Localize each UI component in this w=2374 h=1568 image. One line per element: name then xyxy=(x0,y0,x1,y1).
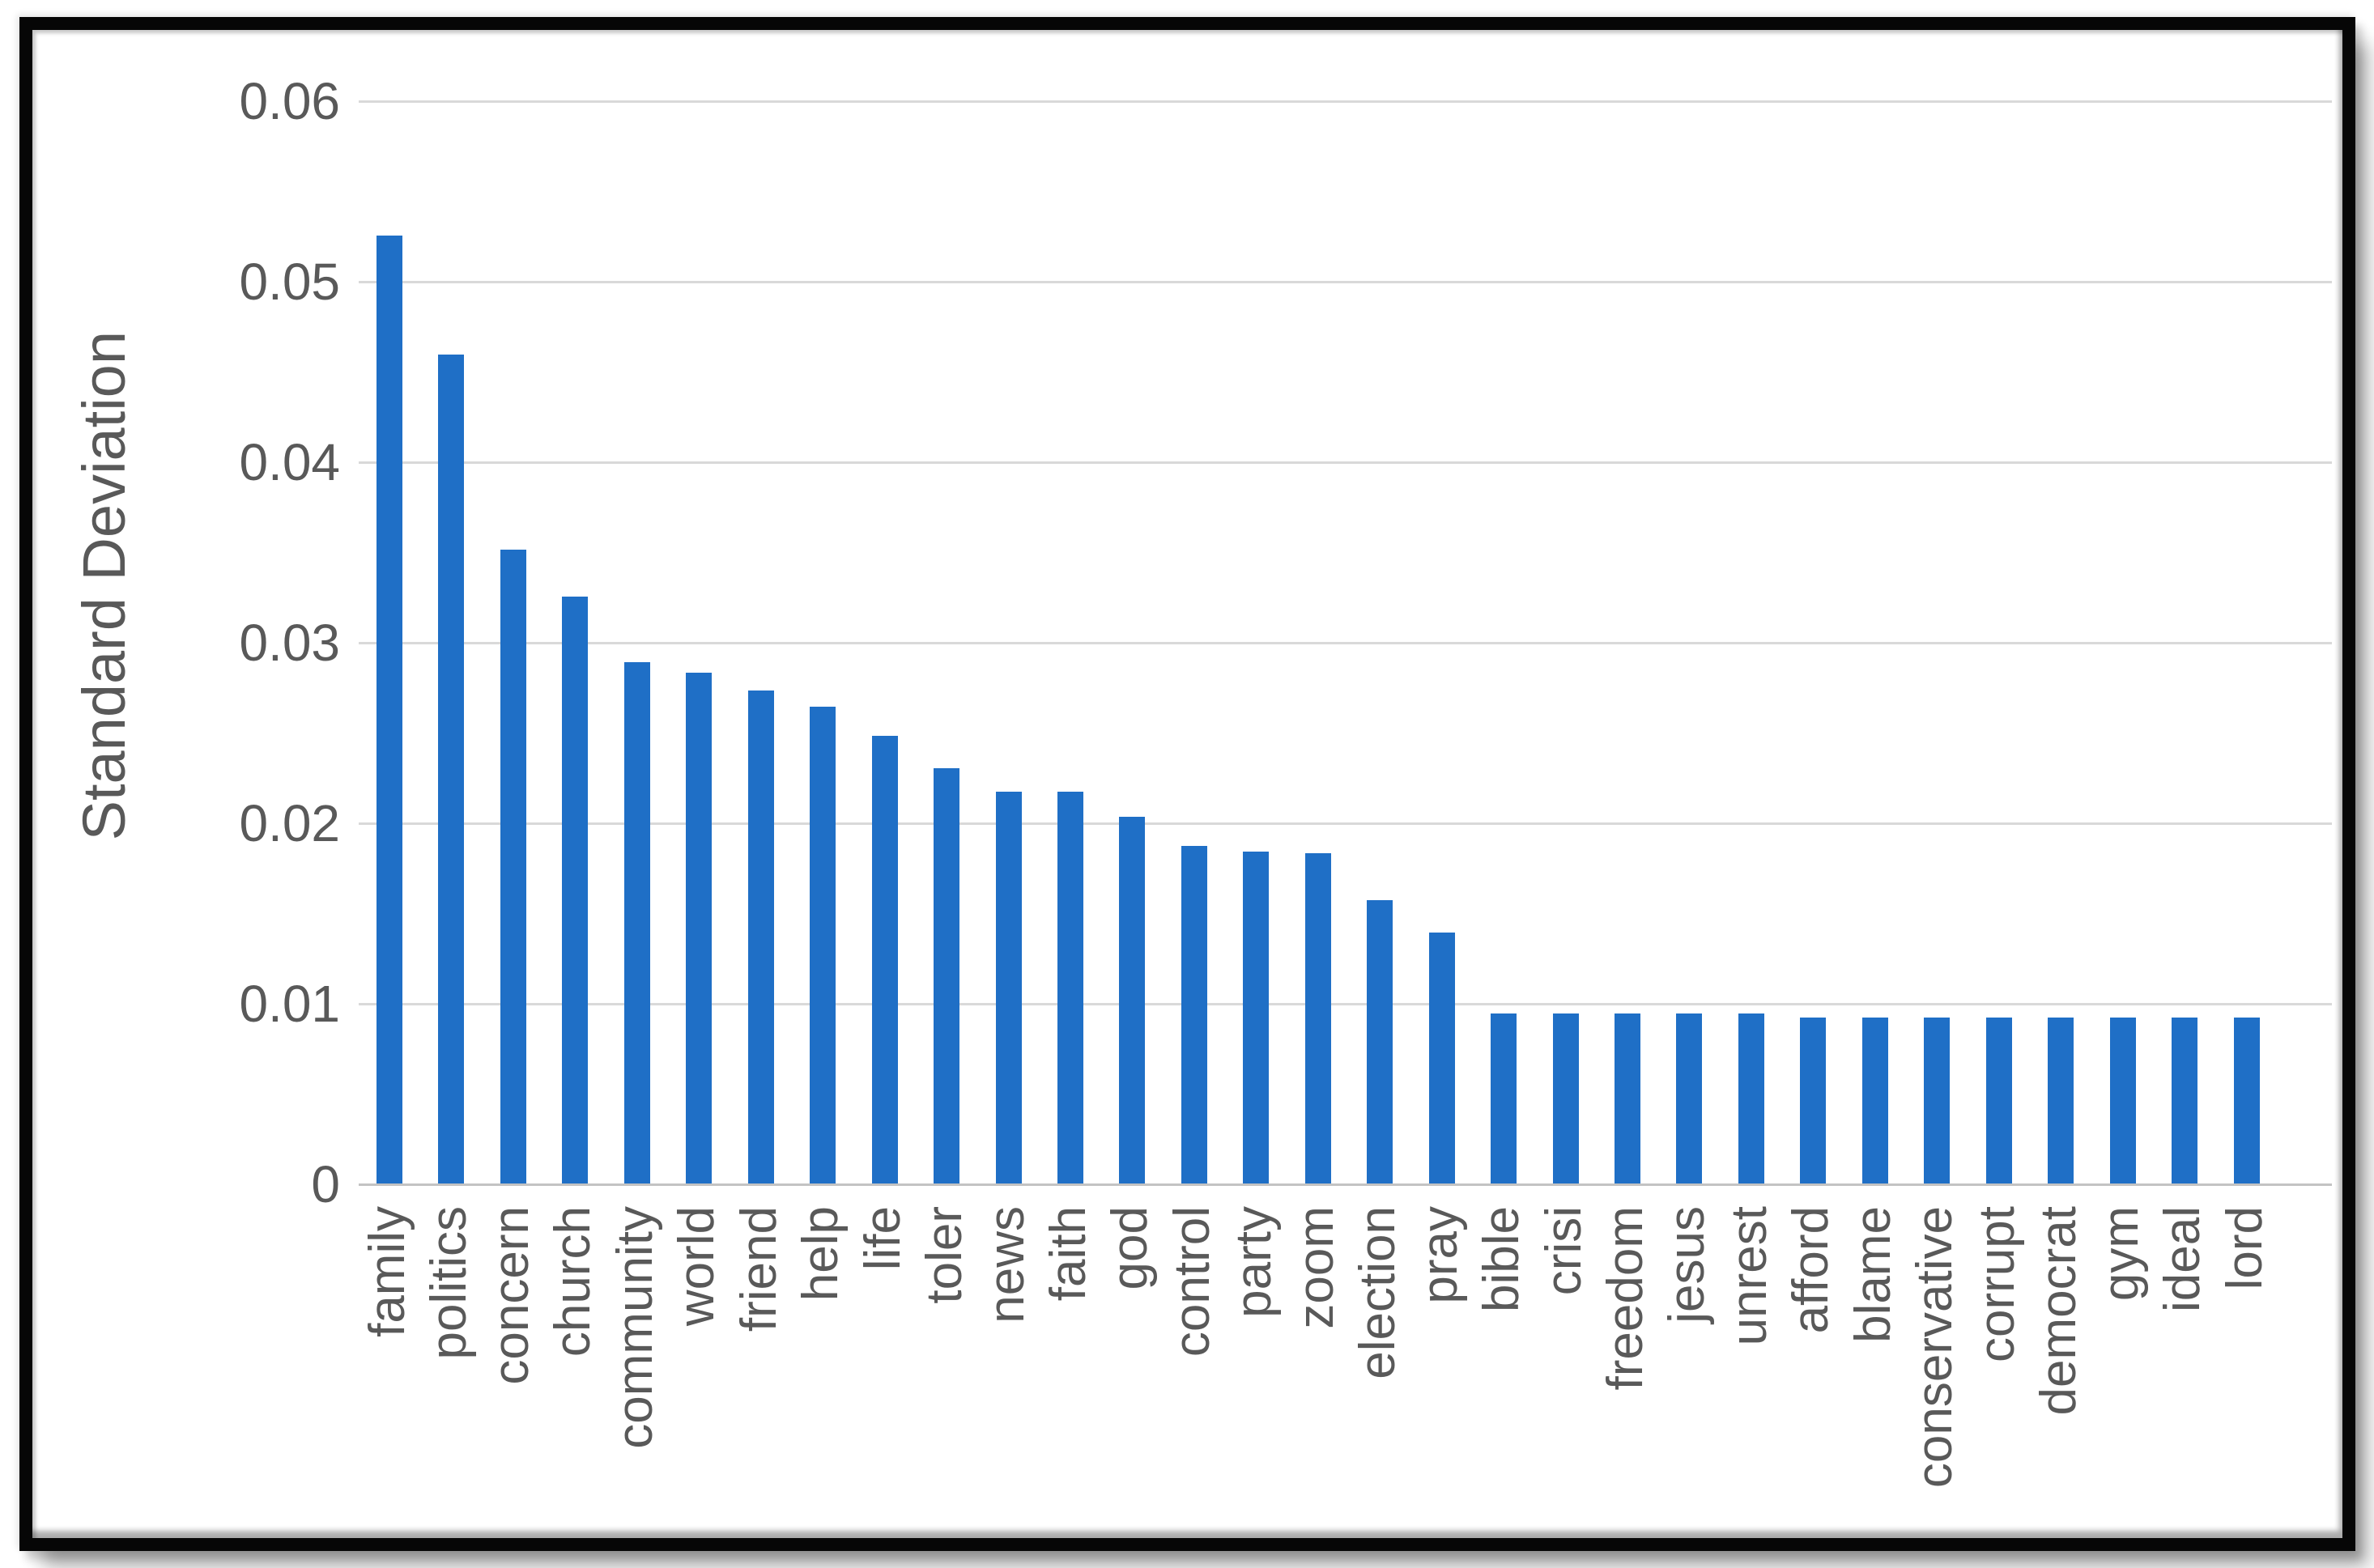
bar-politics xyxy=(438,355,464,1183)
bar-lord xyxy=(2234,1018,2260,1183)
y-tick-label: 0 xyxy=(311,1155,340,1213)
bar-friend xyxy=(748,691,774,1183)
x-label-politics: politics xyxy=(421,1206,477,1360)
x-label-zoom: zoom xyxy=(1288,1206,1344,1329)
bar-church xyxy=(562,597,588,1183)
y-tick-label: 0.06 xyxy=(239,72,340,130)
bar-crisi xyxy=(1553,1013,1579,1183)
bar-ideal xyxy=(2172,1018,2197,1183)
bar-unrest xyxy=(1738,1013,1764,1183)
y-tick-label: 0.02 xyxy=(239,794,340,852)
x-label-corrupt: corrupt xyxy=(1969,1206,2025,1362)
gridline xyxy=(359,822,2332,825)
x-label-world: world xyxy=(669,1206,725,1327)
x-label-conservative: conservative xyxy=(1907,1206,1963,1489)
bar-help xyxy=(810,707,836,1183)
gridline xyxy=(359,100,2332,103)
x-label-toler: toler xyxy=(917,1206,972,1304)
bar-afford xyxy=(1800,1018,1826,1183)
x-label-democrat: democrat xyxy=(2031,1206,2087,1416)
bar-concern xyxy=(500,550,526,1183)
x-label-gym: gym xyxy=(2093,1206,2149,1302)
x-label-party: party xyxy=(1226,1206,1282,1318)
x-label-jesus: jesus xyxy=(1659,1206,1715,1324)
x-label-concern: concern xyxy=(483,1206,539,1385)
gridline xyxy=(359,281,2332,283)
x-label-news: news xyxy=(979,1206,1035,1324)
bar-toler xyxy=(934,768,959,1183)
bar-election xyxy=(1367,900,1393,1183)
chart-frame: Standard Deviation 0 0.01 0.02 0.03 0.04 0.05… xyxy=(19,17,2355,1551)
bar-faith xyxy=(1057,792,1083,1183)
gridline xyxy=(359,1003,2332,1005)
y-tick-label: 0.05 xyxy=(239,253,340,311)
bar-jesus xyxy=(1676,1013,1702,1183)
x-label-bible: bible xyxy=(1474,1206,1529,1312)
gridline xyxy=(359,461,2332,464)
x-label-life: life xyxy=(855,1206,911,1271)
x-label-control: control xyxy=(1164,1206,1220,1358)
x-label-blame: blame xyxy=(1845,1206,1901,1343)
y-tick-label: 0.04 xyxy=(239,433,340,491)
bar-pray xyxy=(1429,933,1455,1183)
x-label-friend: friend xyxy=(731,1206,787,1332)
x-label-freedom: freedom xyxy=(1598,1206,1653,1391)
x-label-pray: pray xyxy=(1412,1206,1468,1304)
bar-world xyxy=(686,673,712,1183)
bar-family xyxy=(377,236,402,1183)
x-label-election: election xyxy=(1350,1206,1406,1379)
bar-control xyxy=(1181,846,1207,1183)
x-label-ideal: ideal xyxy=(2155,1206,2210,1312)
bar-community xyxy=(624,662,650,1183)
bar-news xyxy=(996,792,1022,1183)
bar-life xyxy=(872,736,898,1183)
x-label-community: community xyxy=(607,1206,663,1449)
bar-gym xyxy=(2110,1018,2136,1183)
y-tick-label: 0.03 xyxy=(239,614,340,672)
x-label-church: church xyxy=(545,1206,601,1358)
x-label-faith: faith xyxy=(1040,1206,1096,1302)
x-axis-line xyxy=(359,1183,2332,1186)
bar-corrupt xyxy=(1986,1018,2012,1183)
x-label-god: god xyxy=(1102,1206,1158,1290)
x-label-afford: afford xyxy=(1783,1206,1839,1334)
x-label-help: help xyxy=(793,1206,849,1302)
bar-chart: Standard Deviation 0 0.01 0.02 0.03 0.04 0.05… xyxy=(32,30,2342,1538)
x-label-family: family xyxy=(360,1206,415,1337)
x-label-crisi: crisi xyxy=(1536,1206,1592,1296)
bar-democrat xyxy=(2048,1018,2074,1183)
y-tick-label: 0.01 xyxy=(239,975,340,1033)
bar-zoom xyxy=(1305,853,1331,1183)
y-axis-title: Standard Deviation xyxy=(70,331,138,841)
bar-freedom xyxy=(1615,1013,1640,1183)
bar-party xyxy=(1243,852,1269,1183)
x-label-unrest: unrest xyxy=(1721,1206,1777,1346)
bar-bible xyxy=(1491,1013,1517,1183)
bar-god xyxy=(1119,817,1145,1183)
x-label-lord: lord xyxy=(2217,1206,2273,1290)
bar-blame xyxy=(1862,1018,1888,1183)
bar-conservative xyxy=(1924,1018,1950,1183)
gridline xyxy=(359,642,2332,644)
